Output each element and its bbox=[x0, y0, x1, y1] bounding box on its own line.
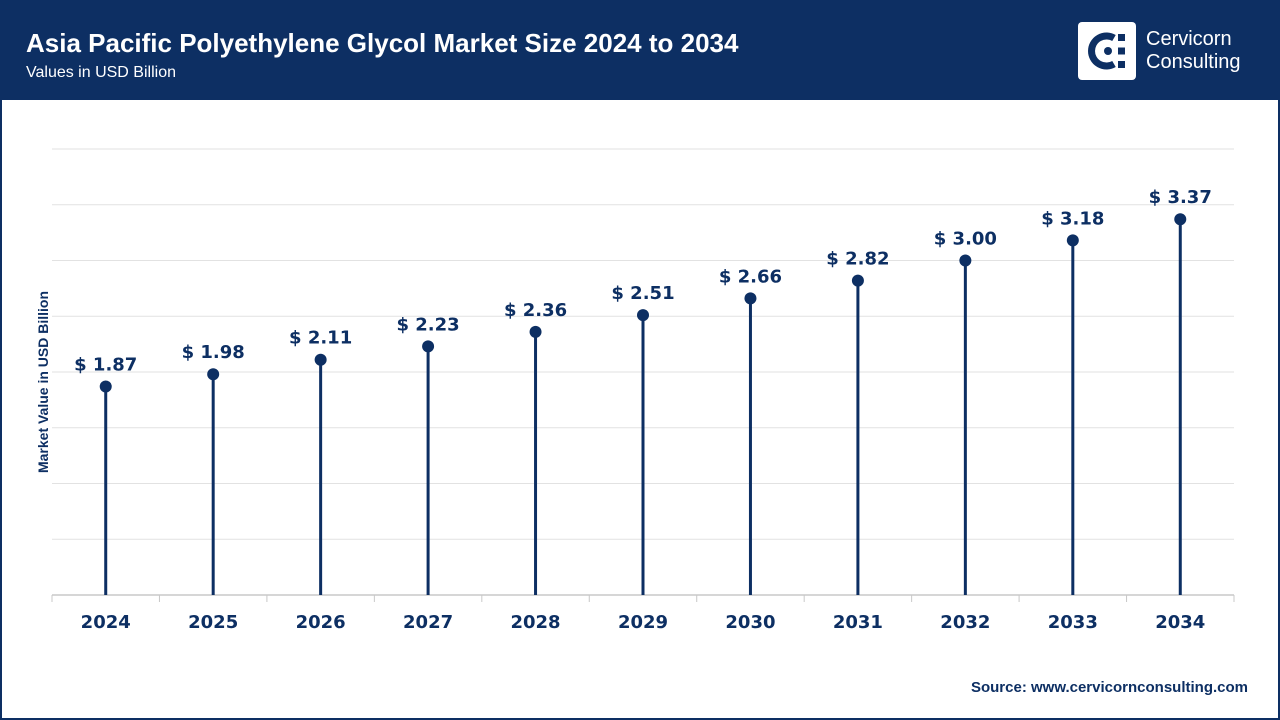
logo-mark-icon bbox=[1078, 22, 1136, 80]
header-banner: Asia Pacific Polyethylene Glycol Market … bbox=[2, 2, 1278, 100]
x-tick-label-2031: 2031 bbox=[833, 612, 883, 633]
point-2028 bbox=[529, 325, 542, 338]
x-tick-label-2026: 2026 bbox=[296, 612, 346, 633]
stems bbox=[104, 219, 1182, 595]
x-tick-label-2025: 2025 bbox=[188, 612, 238, 633]
point-2029 bbox=[637, 309, 649, 322]
data-label-2027: $ 2.23 bbox=[396, 314, 459, 335]
x-tick-label-2024: 2024 bbox=[81, 612, 131, 633]
data-label-2024: $ 1.87 bbox=[74, 354, 137, 375]
source-link[interactable]: www.cervicornconsulting.com bbox=[1031, 679, 1248, 696]
data-points bbox=[99, 213, 1187, 393]
lollipop-chart: $ 1.87 $ 1.98 $ 2.11 $ 2.23 $ 2.36 $ 2.51 $ 2.… bbox=[51, 148, 1235, 633]
x-tick-labels: 2024 2025 2026 2027 2028 2029 2030 2031 2032 2033… bbox=[81, 612, 1206, 633]
data-label-2034: $ 3.37 bbox=[1149, 187, 1212, 208]
point-2025 bbox=[207, 368, 220, 381]
logo-line1: Cervicorn bbox=[1146, 28, 1232, 50]
data-label-2032: $ 3.00 bbox=[934, 229, 997, 250]
x-tick-label-2028: 2028 bbox=[510, 612, 560, 633]
x-axis bbox=[51, 594, 1235, 602]
company-logo: Cervicorn Consulting bbox=[1078, 22, 1268, 80]
data-label-2030: $ 2.66 bbox=[719, 266, 782, 287]
chart-title: Asia Pacific Polyethylene Glycol Market … bbox=[26, 28, 739, 58]
point-2027 bbox=[422, 340, 435, 353]
x-tick-label-2027: 2027 bbox=[403, 612, 453, 633]
point-2026 bbox=[314, 353, 327, 366]
point-2031 bbox=[851, 274, 864, 287]
data-label-2026: $ 2.11 bbox=[289, 328, 352, 349]
logo-line2: Consulting bbox=[1146, 51, 1241, 73]
x-tick-label-2029: 2029 bbox=[618, 612, 668, 633]
x-tick-label-2033: 2033 bbox=[1048, 612, 1098, 633]
data-label-2029: $ 2.51 bbox=[611, 283, 674, 304]
logo-text: Cervicorn Consulting bbox=[1146, 28, 1241, 74]
data-label-2031: $ 2.82 bbox=[826, 249, 889, 270]
point-2033 bbox=[1066, 234, 1079, 247]
source-label: Source: bbox=[970, 679, 1027, 696]
data-label-2025: $ 1.98 bbox=[182, 342, 245, 363]
point-2030 bbox=[744, 292, 757, 305]
point-2024 bbox=[99, 380, 112, 393]
point-2034 bbox=[1174, 213, 1187, 226]
point-2032 bbox=[959, 254, 972, 267]
source-note: Source: www.cervicornconsulting.com bbox=[971, 679, 1248, 696]
x-tick-label-2034: 2034 bbox=[1155, 612, 1205, 633]
x-tick-label-2030: 2030 bbox=[725, 612, 775, 633]
data-labels: $ 1.87 $ 1.98 $ 2.11 $ 2.23 $ 2.36 $ 2.51 $ 2.… bbox=[74, 187, 1212, 375]
data-label-2033: $ 3.18 bbox=[1041, 208, 1104, 229]
chart-subtitle: Values in USD Billion bbox=[26, 64, 176, 81]
data-label-2028: $ 2.36 bbox=[504, 300, 567, 321]
x-tick-label-2032: 2032 bbox=[940, 612, 990, 633]
